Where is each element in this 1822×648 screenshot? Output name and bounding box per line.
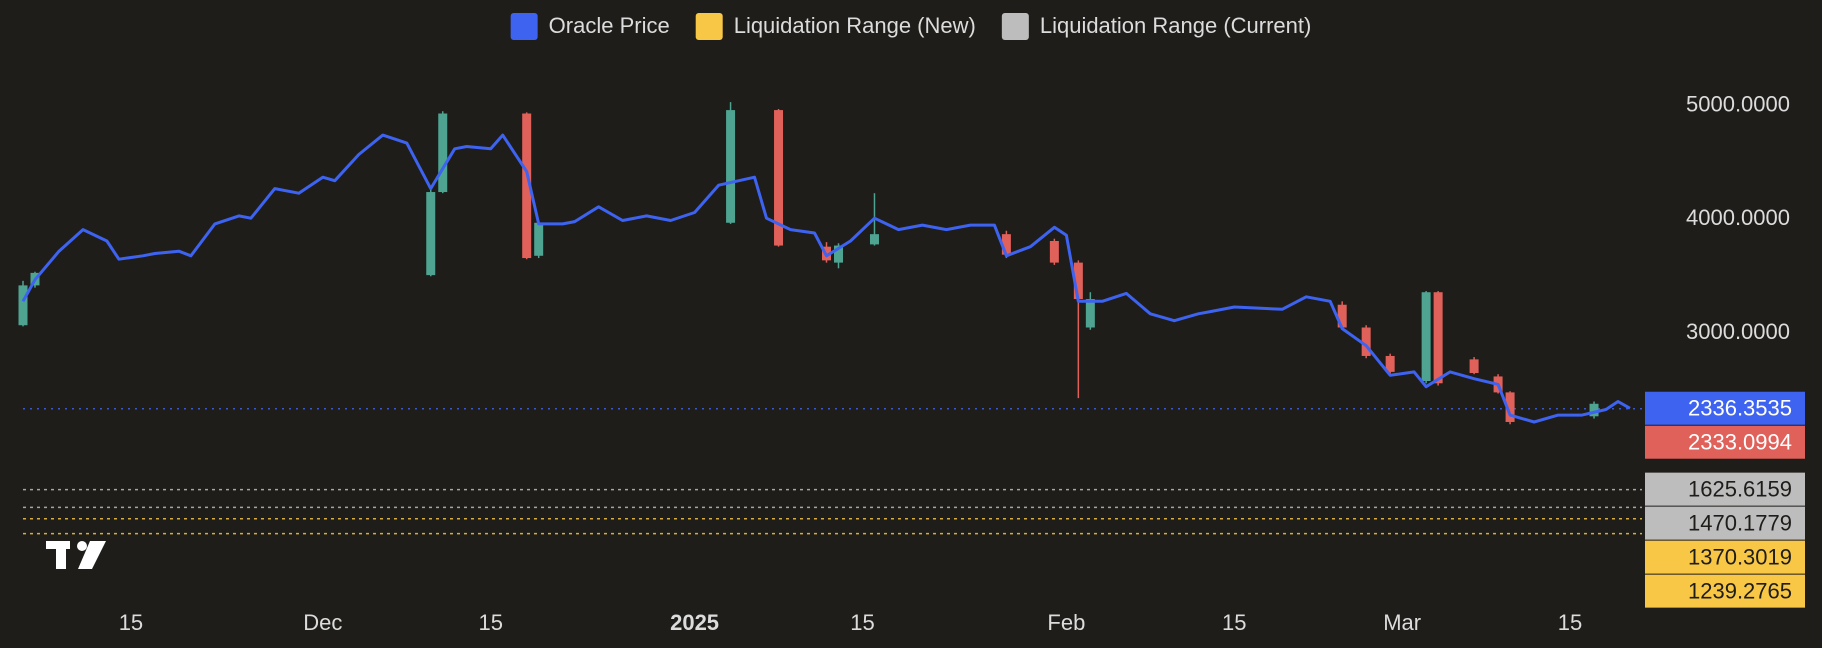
x-tick-label: 15 [119, 610, 143, 635]
price-tag-label: 2333.0994 [1688, 430, 1792, 455]
legend: Oracle Price Liquidation Range (New) Liqui… [510, 13, 1312, 40]
candle-body [869, 234, 879, 245]
candle-body [18, 285, 28, 326]
candle-body [833, 245, 843, 263]
x-tick-label: 15 [850, 610, 874, 635]
x-tick-label: 15 [1558, 610, 1582, 635]
price-tag [1645, 391, 1805, 425]
x-tick-label: Feb [1047, 610, 1085, 635]
candle-body [426, 192, 436, 276]
legend-swatch [1001, 13, 1029, 40]
price-tag [1645, 574, 1805, 608]
legend-label: Liquidation Range (Current) [1040, 13, 1312, 38]
candle-body [1433, 292, 1443, 384]
candle-body [1469, 359, 1479, 374]
candle-body [1505, 392, 1515, 422]
y-tick-label: 5000.0000 [1686, 91, 1790, 116]
x-tick-label: Dec [303, 610, 342, 635]
price-tag [1645, 425, 1805, 459]
logo-part [78, 541, 106, 569]
legend-swatch [510, 13, 538, 40]
price-tag-label: 1239.2765 [1688, 578, 1792, 603]
price-tag [1645, 540, 1805, 574]
price-tag [1645, 472, 1805, 506]
candle-body [774, 110, 784, 246]
candle-body [438, 113, 448, 193]
x-tick-label: 2025 [670, 610, 719, 635]
candle-body [1385, 355, 1395, 372]
tradingview-logo [46, 541, 106, 569]
price-tag-label: 1370.3019 [1688, 544, 1792, 569]
candle-body [522, 113, 532, 259]
candle-body [534, 222, 544, 256]
candle-body [1421, 292, 1431, 381]
candle-body [1337, 304, 1347, 328]
x-tick-label: 15 [478, 610, 502, 635]
candle-body [1085, 299, 1095, 328]
candle-body [1361, 327, 1371, 356]
price-tag [1645, 506, 1805, 540]
candle-body [1589, 403, 1599, 417]
y-tick-label: 4000.0000 [1686, 205, 1790, 230]
logo-part [56, 541, 66, 569]
price-line [21, 133, 1631, 424]
x-tick-label: 15 [1222, 610, 1246, 635]
y-tick-label: 3000.0000 [1686, 319, 1790, 344]
x-tick-label: Mar [1383, 610, 1421, 635]
logo-part [77, 541, 87, 551]
legend-label: Liquidation Range (New) [734, 13, 976, 38]
price-tag-label: 1625.6159 [1688, 476, 1792, 501]
candle-body [1049, 240, 1059, 263]
candle-body [726, 110, 736, 223]
legend-swatch [695, 13, 723, 40]
candle-body [1001, 234, 1011, 255]
price-tag-label: 1470.1779 [1688, 510, 1792, 535]
candle-body [1073, 262, 1083, 300]
legend-label: Oracle Price [549, 13, 670, 38]
price-tag-label: 2336.3535 [1688, 396, 1792, 421]
